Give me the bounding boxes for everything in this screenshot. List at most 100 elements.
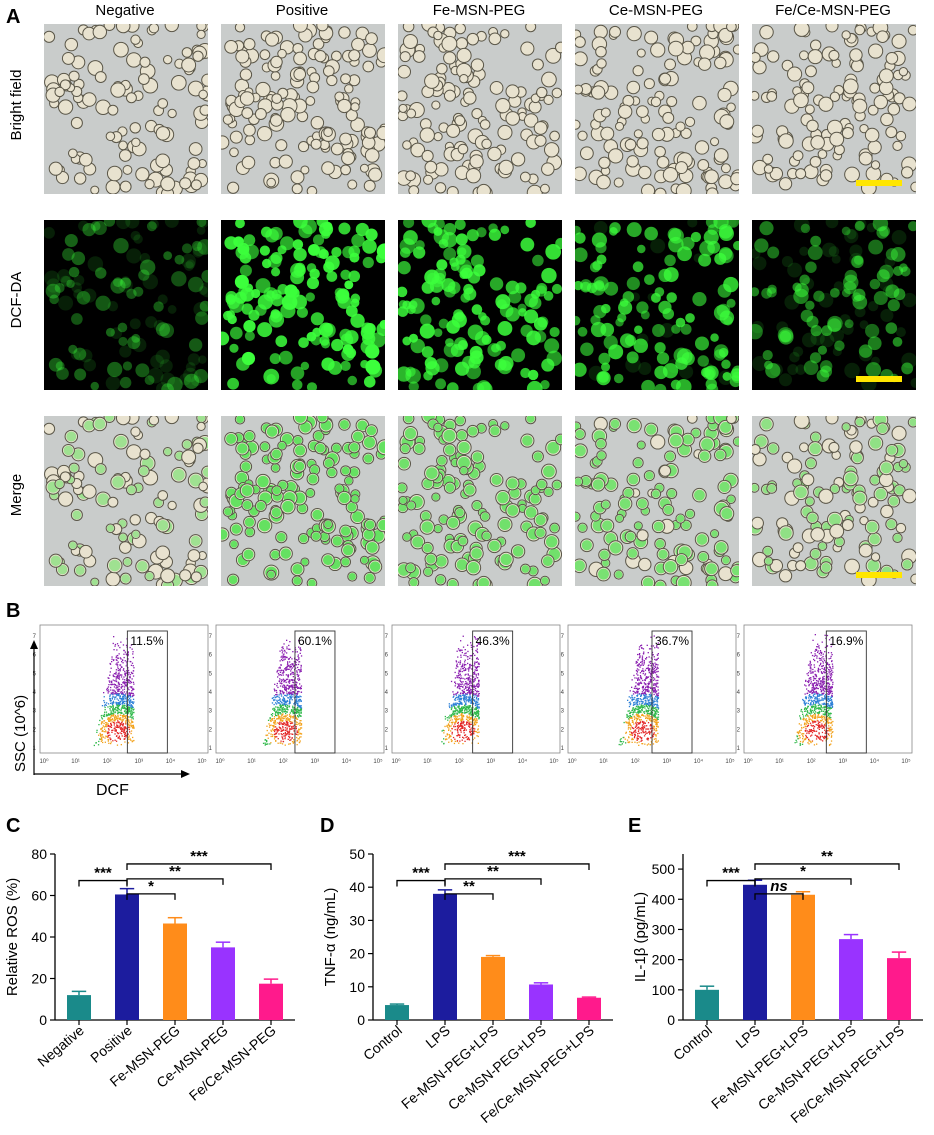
flow-y-tick: 3 (561, 709, 565, 715)
y-tick-label: 0 (357, 1012, 365, 1028)
flow-y-tick: 1 (33, 746, 37, 752)
bar (481, 956, 505, 1020)
significance-label: *** (412, 865, 430, 882)
chart-il1-beta: 0 100 200 300 400 500 IL-1β (pg/mL) Control LPS F… (628, 842, 928, 1132)
column-label-ce-msn-peg: Ce-MSN-PEG (608, 2, 704, 19)
y-axis-label: TNF-α (ng/mL) (322, 888, 339, 987)
flow-y-tick: 3 (385, 709, 389, 715)
micrograph-merge-1 (44, 416, 208, 586)
bar (791, 894, 815, 1020)
scale-bar (856, 180, 902, 186)
flow-x-tick: 10¹ (247, 759, 256, 765)
micrograph-merge-3 (398, 416, 562, 586)
flow-gate-percentage: 11.5% (130, 634, 163, 648)
flow-plot-3: 7 6 5 4 3 2 1 10⁰ 10¹ 10² 10³ 10⁴ 10⁵ 46.3% (385, 624, 572, 765)
significance-bracket: * (126, 878, 176, 900)
significance-label: ** (169, 863, 181, 880)
significance-label: *** (508, 848, 526, 865)
flow-gate-percentage: 16.9% (829, 634, 863, 648)
flow-y-tick: 1 (737, 746, 741, 752)
flow-y-tick: 1 (561, 746, 565, 752)
bar (385, 1005, 409, 1020)
bar (115, 894, 139, 1020)
panel-label-c: C (6, 815, 21, 837)
row-label-dcf-da: DCF-DA (8, 271, 25, 329)
flow-y-tick: 5 (33, 671, 37, 677)
flow-y-tick: 2 (561, 727, 565, 733)
flow-x-tick: 10¹ (775, 759, 784, 765)
flow-y-tick: 5 (737, 671, 741, 677)
flow-x-tick: 10¹ (599, 759, 608, 765)
significance-bracket: *** (706, 865, 756, 887)
flow-gate (472, 630, 514, 754)
micrograph-merge-4 (575, 416, 739, 586)
y-tick-label: 40 (349, 879, 365, 895)
bar (743, 884, 767, 1020)
significance-label: *** (94, 865, 112, 882)
flow-y-tick: 5 (385, 671, 389, 677)
flow-x-tick: 10⁰ (391, 758, 401, 765)
error-bar (843, 933, 859, 940)
bar (529, 984, 553, 1020)
y-tick-label: 60 (31, 888, 47, 904)
y-axis-label: Relative ROS (%) (4, 878, 21, 996)
significance-bracket: ns (754, 878, 804, 900)
flow-y-tick: 3 (737, 709, 741, 715)
flow-x-tick: 10³ (662, 759, 671, 765)
flow-y-tick: 3 (209, 709, 213, 715)
flow-x-tick: 10⁴ (342, 758, 352, 765)
y-tick-label: 40 (31, 929, 47, 945)
significance-label: ** (487, 863, 499, 880)
y-axis-label: IL-1β (pg/mL) (632, 892, 649, 982)
significance-bracket: ** (444, 863, 542, 885)
flow-y-tick: 2 (737, 727, 741, 733)
error-bar (263, 978, 279, 984)
bar (163, 923, 187, 1020)
flow-x-tick: 10² (279, 759, 288, 765)
error-bar (389, 1003, 405, 1006)
flow-x-tick: 10⁰ (743, 758, 753, 765)
flow-x-axis-label: DCF (96, 782, 129, 799)
significance-label: ** (821, 848, 833, 865)
significance-label: *** (722, 865, 740, 882)
micrograph-merge-5 (752, 416, 916, 586)
x-tick-label: Control (670, 1022, 715, 1063)
chart-relative-ros: 0 20 40 60 80 Relative ROS (%) Negative Positiv… (0, 842, 300, 1132)
flow-y-tick: 2 (385, 727, 389, 733)
flow-plot-1: 765432110⁰10¹10²10³10⁴10⁵11.5% (33, 624, 220, 765)
flow-y-tick: 7 (737, 634, 741, 640)
y-tick-label: 100 (652, 982, 676, 998)
flow-x-tick: 10³ (134, 759, 143, 765)
micrograph-dcf-da-1 (44, 220, 208, 390)
micrograph-bright-field-2 (221, 24, 385, 194)
y-tick-label: 80 (31, 846, 47, 862)
flow-x-tick: 10¹ (71, 759, 80, 765)
flow-x-tick: 10⁵ (901, 758, 911, 765)
y-tick-label: 10 (349, 979, 365, 995)
flow-y-tick: 1 (209, 746, 213, 752)
y-tick-label: 20 (31, 971, 47, 987)
error-bar (215, 941, 231, 948)
error-bar (71, 990, 87, 996)
significance-label: * (800, 863, 806, 880)
flow-x-tick: 10⁴ (870, 758, 880, 765)
flow-y-tick: 4 (385, 690, 389, 696)
y-tick-label: 500 (652, 861, 676, 877)
error-bar (533, 982, 549, 985)
flow-plot-2: 7 6 5 4 3 2 1 10⁰ 10¹ 10² 10³ 10⁴ 10⁵ 60.1% (209, 624, 396, 765)
panel-label-e: E (628, 815, 642, 837)
y-tick-label: 20 (349, 946, 365, 962)
flow-y-tick: 4 (209, 690, 213, 696)
micrograph-bright-field-1 (44, 24, 208, 194)
significance-label: * (148, 878, 154, 895)
y-tick-label: 300 (652, 921, 676, 937)
panel-label-a: A (6, 6, 21, 28)
y-tick-label: 0 (667, 1012, 675, 1028)
flow-gate (651, 630, 693, 754)
error-bar (581, 996, 597, 998)
flow-y-tick: 6 (737, 653, 741, 659)
flow-x-tick: 10⁰ (215, 758, 225, 765)
flow-x-tick: 10⁵ (549, 758, 559, 765)
significance-bracket: ** (126, 863, 224, 885)
error-bar (699, 985, 715, 990)
